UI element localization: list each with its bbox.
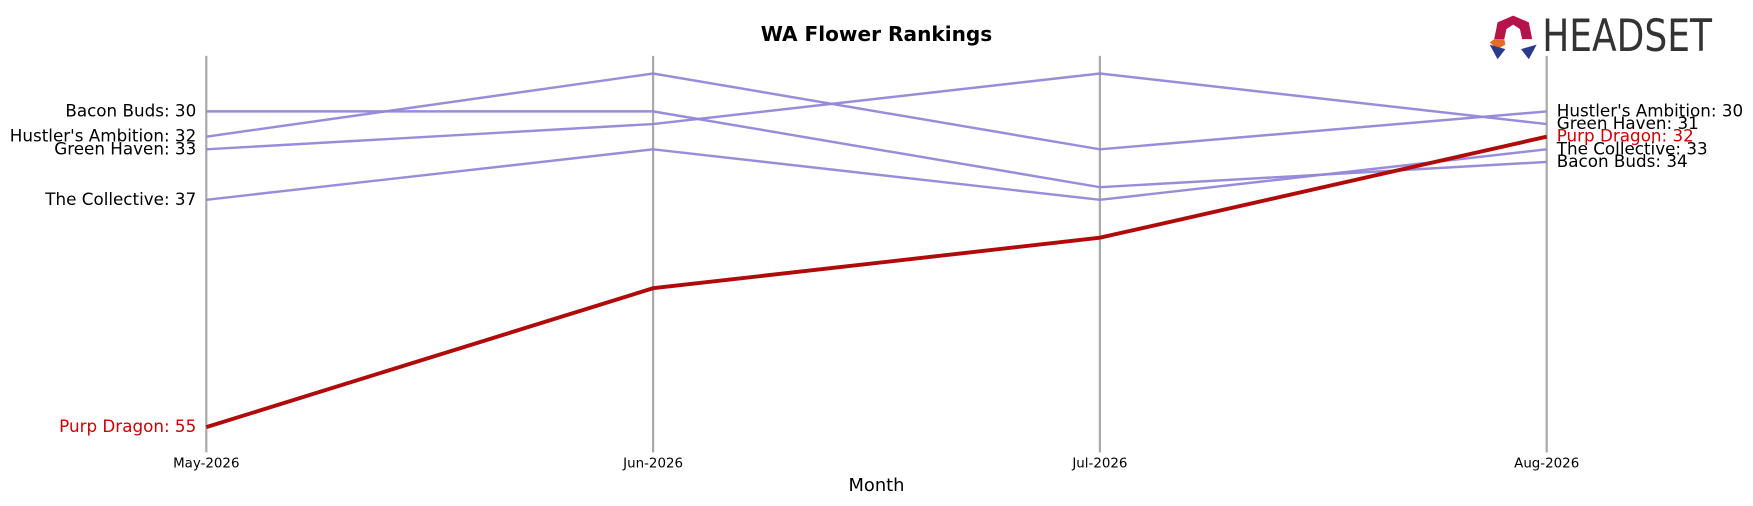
x-tick-label: Jun-2026 [622,457,683,472]
series-label: Bacon Buds: 30 [65,100,196,120]
logo-mark [1489,39,1506,50]
series-label: Green Haven: 31 [1557,113,1699,133]
chart-title: WA Flower Rankings [761,22,993,46]
series-line [206,148,1547,202]
series-label: Hustler's Ambition: 32 [10,126,196,146]
logo-text: HEADSET [1542,10,1712,62]
logo: HEADSET [1489,10,1713,62]
logo-mark [1494,15,1533,40]
series-line [206,72,1547,151]
logo-mark [1521,44,1537,60]
series-line [206,72,1547,151]
series-label: Green Haven: 33 [54,138,196,158]
series-label: Purp Dragon: 55 [59,416,196,436]
logo-mark [1489,44,1506,60]
x-axis-label: Month [849,475,905,496]
x-tick-label: May-2026 [173,457,239,472]
series-line [205,134,1548,429]
x-tick-label: Jul-2026 [1071,457,1127,472]
series-line [206,110,1547,189]
series-label: Purp Dragon: 32 [1557,126,1694,146]
series-label: Bacon Buds: 34 [1557,151,1688,171]
x-tick-label: Aug-2026 [1514,457,1579,472]
series-label: The Collective: 33 [1556,138,1708,158]
series-label: The Collective: 37 [44,189,196,209]
series-label: Hustler's Ambition: 30 [1557,100,1743,120]
